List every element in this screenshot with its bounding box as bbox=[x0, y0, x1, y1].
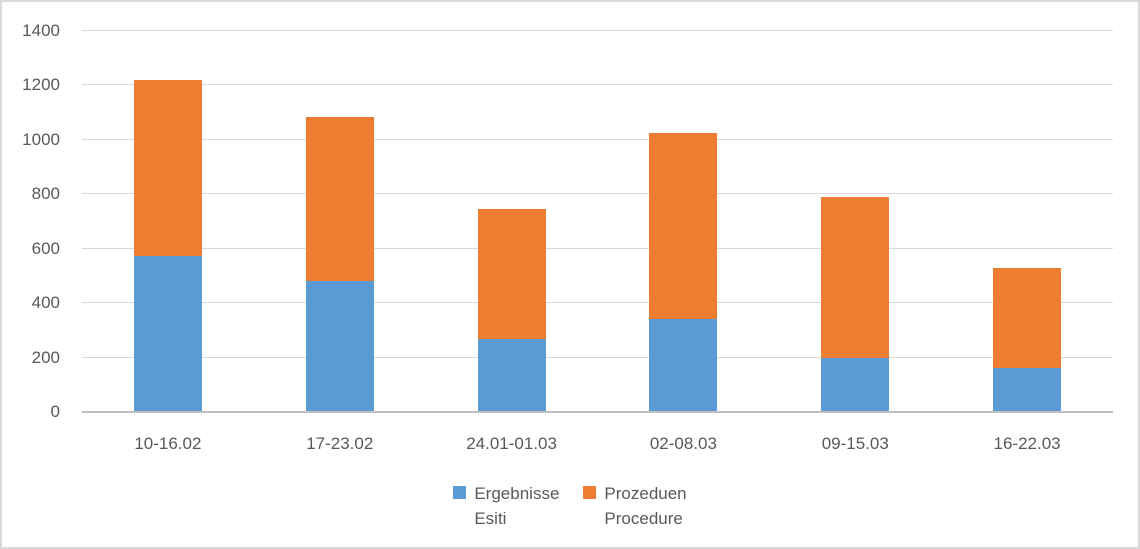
gridline-y-600 bbox=[82, 247, 1113, 249]
gridline-y-1400 bbox=[82, 30, 1113, 31]
bar-10-16.02-series-1 bbox=[133, 80, 202, 256]
legend-label-line: Esiti bbox=[474, 509, 507, 528]
x-axis-line bbox=[82, 411, 1113, 413]
bar-10-16.02-series-0 bbox=[133, 255, 202, 412]
bar-02-08.03-series-1 bbox=[649, 133, 718, 320]
legend-label: Prozeduen Procedure bbox=[604, 481, 686, 531]
plot-area bbox=[82, 30, 1113, 413]
x-tick-label: 17-23.02 bbox=[306, 434, 374, 453]
x-tick-label: 09-15.03 bbox=[821, 434, 889, 453]
legend-entry-0: Ergebnisse Esiti bbox=[453, 481, 559, 531]
y-tick-label: 800 bbox=[31, 184, 60, 204]
legend-entry-1: Prozeduen Procedure bbox=[583, 481, 687, 531]
bar-09-15.03-series-1 bbox=[821, 197, 890, 358]
y-tick-label: 600 bbox=[31, 238, 60, 258]
bar-24.01-01.03-series-0 bbox=[477, 338, 546, 412]
legend-label-line: Prozeduen bbox=[604, 484, 687, 503]
legend-swatch-icon bbox=[583, 486, 597, 499]
gridline-y-800 bbox=[82, 193, 1113, 195]
x-tick-label: 24.01-01.03 bbox=[466, 434, 557, 453]
bar-16-22.03-series-0 bbox=[993, 368, 1062, 412]
bar-17-23.02-series-0 bbox=[305, 281, 374, 412]
bar-16-22.03-series-1 bbox=[993, 267, 1062, 369]
gridline-y-200 bbox=[82, 356, 1113, 358]
gridline-y-1200 bbox=[82, 84, 1113, 86]
legend-swatch-icon bbox=[453, 486, 467, 499]
bar-17-23.02-series-1 bbox=[305, 116, 374, 282]
bar-02-08.03-series-0 bbox=[649, 319, 718, 412]
legend-label: Ergebnisse Esiti bbox=[474, 481, 559, 531]
y-tick-label: 1000 bbox=[22, 129, 60, 149]
x-tick-label: 16-22.03 bbox=[993, 434, 1061, 453]
legend-label-line: Ergebnisse bbox=[474, 484, 560, 503]
bar-09-15.03-series-0 bbox=[821, 357, 890, 412]
y-tick-label: 1400 bbox=[22, 21, 60, 40]
bar-24.01-01.03-series-1 bbox=[477, 209, 546, 339]
y-tick-label: 1200 bbox=[22, 75, 60, 95]
x-tick-label: 10-16.02 bbox=[134, 434, 202, 453]
gridline-y-1000 bbox=[82, 138, 1113, 140]
gridline-y-400 bbox=[82, 302, 1113, 304]
legend: Ergebnisse Esiti Prozeduen Procedure bbox=[2, 481, 1138, 531]
y-tick-label: 0 bbox=[50, 402, 60, 421]
y-tick-label: 200 bbox=[31, 347, 60, 367]
x-tick-label: 02-08.03 bbox=[649, 434, 717, 453]
y-tick-label: 400 bbox=[31, 293, 60, 313]
legend-label-line: Procedure bbox=[604, 509, 683, 528]
